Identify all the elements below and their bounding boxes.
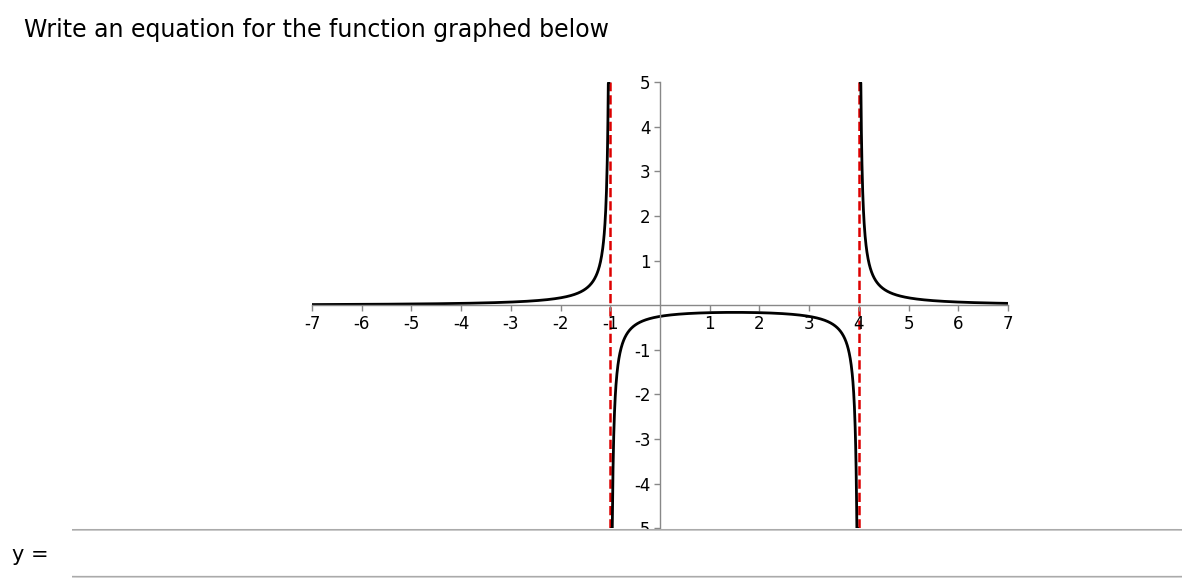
FancyBboxPatch shape [55,530,1199,576]
Text: Write an equation for the function graphed below: Write an equation for the function graph… [24,18,610,42]
Text: y =: y = [12,545,49,565]
